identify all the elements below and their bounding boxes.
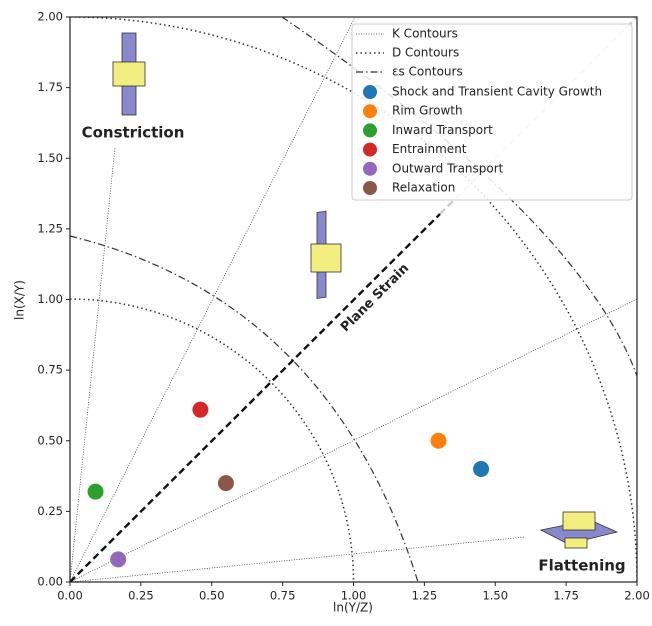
- legend-label: Outward Transport: [392, 161, 504, 175]
- annotation: Constriction: [82, 124, 185, 142]
- x-tick-label: 1.25: [412, 589, 438, 603]
- legend-label: Entrainment: [392, 142, 467, 156]
- plane-strain-line: [70, 213, 441, 582]
- legend-marker: [363, 142, 377, 157]
- legend-label: Inward Transport: [392, 123, 493, 137]
- x-tick-label: 0.00: [57, 589, 83, 603]
- y-axis-label: ln(X/Y): [13, 280, 27, 320]
- point: [430, 432, 447, 449]
- d-contour: [70, 17, 637, 582]
- legend-marker: [363, 104, 377, 119]
- legend-marker: [363, 123, 377, 138]
- x-axis-label: ln(Y/Z): [333, 601, 373, 615]
- y-tick-label: 1.00: [37, 292, 63, 306]
- y-tick-label: 1.25: [37, 221, 63, 235]
- y-tick-label: 0.75: [37, 363, 63, 377]
- y-tick-label: 1.50: [37, 151, 63, 165]
- icon-constriction: [112, 32, 146, 116]
- y-tick-label: 0.25: [37, 504, 63, 518]
- icon-plane-strain: [310, 210, 342, 299]
- x-tick-label: 0.50: [199, 589, 225, 603]
- point: [192, 401, 209, 418]
- point: [473, 461, 490, 477]
- x-tick-label: 2.00: [624, 589, 650, 603]
- k-contour: [70, 17, 356, 582]
- annotation: Plane Strain: [338, 261, 412, 335]
- y-tick-label: 1.75: [37, 80, 63, 94]
- legend-label: D Contours: [392, 46, 459, 60]
- es-contour: [281, 17, 637, 377]
- point: [217, 475, 234, 492]
- annotation: Flattening: [538, 557, 625, 575]
- legend-label: Rim Growth: [392, 104, 463, 118]
- y-tick-label: 0.00: [37, 575, 63, 589]
- x-tick-label: 1.75: [553, 589, 579, 603]
- point: [87, 483, 104, 500]
- x-tick-label: 0.25: [128, 589, 154, 603]
- legend-marker: [363, 85, 377, 99]
- legend-label: Shock and Transient Cavity Growth: [392, 85, 602, 99]
- y-tick-label: 0.50: [37, 433, 63, 447]
- point: [110, 551, 127, 568]
- legend-box: [351, 23, 633, 201]
- x-tick-label: 1.00: [341, 589, 367, 603]
- es-contour: [70, 235, 419, 582]
- x-tick-label: 0.75: [270, 589, 296, 603]
- legend-marker: [363, 161, 377, 176]
- legend-label: K Contours: [392, 27, 458, 41]
- y-tick-label: 2.00: [37, 10, 63, 24]
- k-contour: [70, 298, 637, 582]
- x-tick-label: 1.50: [482, 589, 508, 603]
- k-contour: [70, 536, 526, 582]
- legend-label: Relaxation: [392, 181, 455, 195]
- icon-flattening: [539, 511, 619, 549]
- k-contour: [70, 146, 116, 582]
- legend-label: εs Contours: [392, 65, 463, 79]
- legend-marker: [363, 181, 377, 195]
